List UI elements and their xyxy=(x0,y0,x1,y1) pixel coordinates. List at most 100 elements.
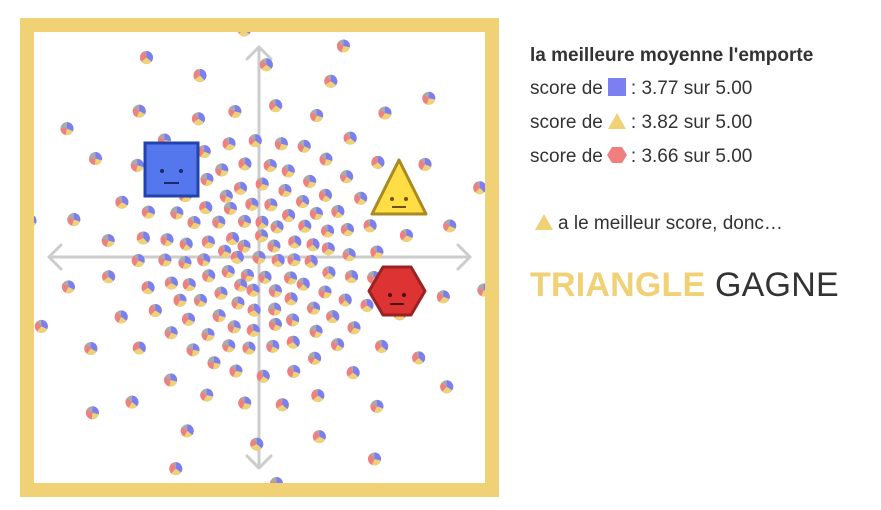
pie-voter-icon xyxy=(131,254,145,268)
pie-voter-icon xyxy=(266,339,280,353)
pie-voter-icon xyxy=(164,373,178,387)
pie-voter-icon xyxy=(67,213,81,227)
pie-voter-icon xyxy=(227,320,241,334)
square-icon xyxy=(607,78,626,96)
pie-voter-icon xyxy=(246,323,260,337)
pie-voter-icon xyxy=(399,228,413,242)
pie-voter-icon xyxy=(345,270,359,284)
pie-voter-icon xyxy=(201,235,215,249)
pie-voter-icon xyxy=(125,395,139,409)
pie-voter-icon xyxy=(264,198,278,212)
pie-voter-icon xyxy=(255,229,269,243)
face-square-icon[interactable] xyxy=(143,141,200,198)
pie-voter-icon xyxy=(34,319,48,333)
pie-voter-icon xyxy=(136,231,150,245)
face-triangle-icon[interactable] xyxy=(370,158,428,216)
score-line-hexagon: score de: 3.66 sur 5.00 xyxy=(530,140,870,174)
pie-voter-icon xyxy=(223,201,237,215)
pie-voter-icon xyxy=(338,293,352,307)
pie-voter-icon xyxy=(240,268,254,282)
score-prefix: score de xyxy=(530,112,603,133)
pie-voter-icon xyxy=(170,206,184,220)
pie-voter-icon xyxy=(179,237,193,251)
pie-voter-icon xyxy=(256,369,270,383)
pie-voter-icon xyxy=(250,437,264,451)
pie-voter-icon xyxy=(182,278,196,292)
pie-voter-icon xyxy=(360,298,374,312)
pie-voter-icon xyxy=(255,177,269,191)
pie-voter-icon xyxy=(282,208,296,222)
pie-voter-icon xyxy=(214,286,228,300)
winner-name: TRIANGLE xyxy=(530,266,706,304)
score-value: 3.77 sur 5.00 xyxy=(641,78,753,99)
pie-voter-icon xyxy=(245,197,259,211)
score-separator: : xyxy=(630,112,642,133)
pie-voter-icon xyxy=(346,366,360,380)
pie-voter-icon xyxy=(340,170,354,184)
pie-voter-icon xyxy=(34,215,37,226)
face-hexagon-icon[interactable] xyxy=(367,265,427,317)
pie-voter-icon xyxy=(378,106,392,120)
voter-simulation-canvas xyxy=(34,32,485,483)
pie-voter-icon xyxy=(212,309,226,323)
pie-voter-icon xyxy=(440,380,454,394)
pie-voter-icon xyxy=(318,188,332,202)
pie-voter-icon xyxy=(141,205,155,219)
pie-voter-icon xyxy=(309,324,323,338)
panel-heading: la meilleure moyenne l'emporte xyxy=(530,45,814,66)
pie-voter-icon xyxy=(178,256,192,270)
pie-voter-icon xyxy=(231,296,245,310)
pie-voter-icon xyxy=(296,195,310,209)
pie-voter-icon xyxy=(269,477,283,483)
pie-voter-icon xyxy=(234,181,248,195)
pie-voter-icon xyxy=(270,220,284,234)
pie-voter-icon xyxy=(370,399,384,413)
pie-voter-icon xyxy=(443,219,457,233)
pie-voter-icon xyxy=(141,281,155,295)
pie-voter-icon xyxy=(281,164,295,178)
pie-voter-icon xyxy=(193,68,207,83)
pie-voter-icon xyxy=(181,312,195,326)
pie-voter-icon xyxy=(268,284,282,298)
pie-voter-icon xyxy=(321,242,335,256)
triangle-icon xyxy=(607,113,626,129)
pie-voter-icon xyxy=(304,254,318,268)
pie-voter-icon xyxy=(238,157,252,171)
pie-voter-icon xyxy=(212,215,226,229)
pie-voter-icon xyxy=(242,341,256,355)
pie-voter-icon xyxy=(354,191,368,205)
pie-voter-icon xyxy=(197,253,211,267)
pie-voter-icon xyxy=(319,152,333,166)
pie-voter-icon xyxy=(263,158,277,172)
pie-voter-icon xyxy=(164,276,178,290)
pie-voter-icon xyxy=(132,104,146,118)
pie-voter-icon xyxy=(318,285,332,299)
pie-voter-icon xyxy=(287,253,301,267)
pie-voter-icon xyxy=(221,265,235,279)
pie-voter-icon xyxy=(85,406,99,420)
best-score-line: a le meilleur score, donc… xyxy=(530,208,870,240)
pie-voter-icon xyxy=(234,278,248,292)
pie-voter-icon xyxy=(201,328,215,342)
pie-voter-icon xyxy=(312,430,326,444)
result-announcement: TRIANGLE GAGNE xyxy=(530,266,870,305)
pie-voter-icon xyxy=(412,351,426,365)
score-line-triangle: score de: 3.82 sur 5.00 xyxy=(530,106,870,140)
pie-voter-icon xyxy=(375,339,389,353)
pie-voter-icon xyxy=(322,266,336,280)
pie-voter-icon xyxy=(237,239,251,253)
pie-voter-icon xyxy=(286,335,300,349)
hexagon-icon xyxy=(606,147,627,163)
pie-voter-icon xyxy=(297,139,311,153)
pie-voter-icon xyxy=(84,342,98,355)
pie-voter-icon xyxy=(287,364,301,378)
score-separator: : xyxy=(630,146,642,167)
score-value: 3.82 sur 5.00 xyxy=(641,112,753,133)
pie-voter-icon xyxy=(187,215,201,229)
pie-voter-icon xyxy=(306,238,320,252)
score-line-square: score de: 3.77 sur 5.00 xyxy=(530,72,870,106)
pie-voter-icon xyxy=(191,112,205,126)
pie-voter-icon xyxy=(271,253,285,267)
pie-voter-icon xyxy=(164,326,178,340)
pie-voter-icon xyxy=(418,157,432,171)
